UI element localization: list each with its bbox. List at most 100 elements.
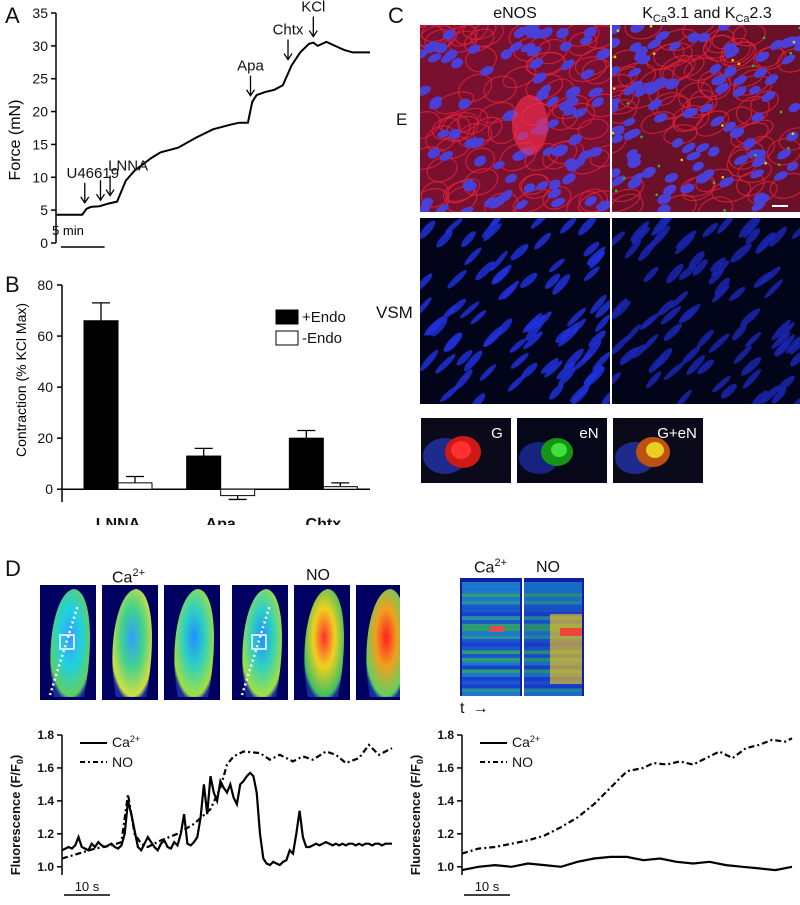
smooth-muscle-nucleus: [448, 298, 466, 315]
nucleus: [448, 128, 461, 140]
smooth-muscle-nucleus: [484, 331, 502, 347]
kymograph-ca-band: [462, 589, 520, 594]
panel-b-bar-chart: 0 20 40 60 80 LNNA Apa Chtx +Endo -Endo Contracti…: [13, 277, 370, 525]
smooth-muscle-nucleus: [688, 251, 705, 269]
smooth-muscle-nucleus: [523, 331, 543, 350]
panel-a-scalebar-label: 5 min: [52, 223, 84, 238]
inset-g-en-label: G+eN: [657, 425, 697, 442]
smooth-muscle-nucleus: [595, 314, 610, 332]
channel-puncta: [612, 87, 616, 90]
nucleus: [612, 66, 621, 76]
smooth-muscle-nucleus: [745, 228, 761, 245]
kymograph-no-band: [524, 692, 582, 696]
channel-puncta: [723, 209, 726, 212]
nucleus: [654, 113, 668, 123]
nucleus: [753, 192, 767, 204]
nucleus: [647, 38, 662, 50]
nucleus: [532, 72, 547, 84]
nucleus: [472, 137, 485, 148]
nucleus: [549, 179, 561, 190]
trace-ytick-label: 1.2: [437, 827, 454, 841]
nucleus: [515, 199, 528, 210]
cell-membrane: [479, 101, 515, 124]
panel-a-event-arrowhead: [105, 189, 115, 197]
cell-membrane: [462, 25, 497, 41]
channel-puncta: [721, 124, 724, 127]
smooth-muscle-nucleus: [510, 243, 529, 261]
smooth-muscle-nucleus: [447, 269, 467, 289]
scale-bar: [772, 205, 788, 207]
nucleus: [564, 158, 577, 169]
smooth-muscle-nucleus: [654, 225, 671, 241]
kymograph-ca-band: [462, 673, 520, 677]
line-scan: [48, 604, 80, 696]
smooth-muscle-nucleus: [510, 353, 529, 369]
kymograph-no-band: [524, 608, 582, 613]
nucleus: [464, 181, 477, 192]
nucleus: [551, 144, 566, 156]
panel-b-bar: [117, 482, 153, 490]
nucleus: [630, 172, 644, 183]
smooth-muscle-nucleus: [443, 332, 462, 352]
smooth-muscle-nucleus: [640, 312, 661, 330]
kymograph-ca-band: [462, 680, 520, 685]
smooth-muscle-nucleus: [771, 319, 791, 341]
nucleus: [429, 101, 442, 110]
nucleus: [434, 43, 448, 54]
enos-signal: [512, 95, 548, 155]
smooth-muscle-nucleus: [570, 382, 591, 403]
smooth-muscle-nucleus: [463, 350, 483, 372]
smooth-muscle-nucleus: [710, 257, 726, 272]
cell-membrane: [470, 25, 504, 47]
kymograph-no-signal: [550, 614, 582, 684]
cell-membrane: [472, 116, 503, 142]
micrograph-e-kca: [612, 25, 800, 212]
smooth-muscle-nucleus: [456, 350, 473, 366]
nucleus: [788, 103, 800, 113]
nucleus: [711, 75, 726, 86]
nucleus: [539, 84, 552, 95]
trace-no-line: [61, 743, 393, 860]
cell-membrane: [463, 28, 495, 53]
smooth-muscle-nucleus: [436, 230, 453, 248]
smooth-muscle-nucleus: [587, 250, 605, 266]
smooth-muscle-nucleus: [692, 258, 708, 276]
smooth-muscle-nucleus: [712, 375, 731, 393]
nucleus: [692, 161, 704, 172]
smooth-muscle-nucleus: [524, 319, 545, 341]
nucleus: [565, 87, 578, 99]
nucleus: [584, 195, 597, 207]
nucleus: [773, 170, 788, 181]
nucleus: [786, 131, 799, 142]
smooth-muscle-nucleus: [470, 310, 487, 325]
kymograph-ca-band: [462, 620, 520, 624]
panel-b-bar: [288, 437, 324, 490]
trace-ytick-label: 1.4: [37, 794, 54, 808]
panel-c-row-label-e: E: [396, 110, 408, 129]
trace-ytick-label: 1.2: [37, 827, 54, 841]
smooth-muscle-nucleus: [588, 330, 606, 348]
nucleus: [680, 183, 695, 194]
smooth-muscle-nucleus: [624, 239, 642, 259]
cell-membrane: [732, 25, 766, 47]
panel-a-ytick-label: 5: [40, 202, 48, 218]
smooth-muscle-nucleus: [420, 273, 433, 291]
cell-membrane: [421, 25, 456, 43]
cell-membrane: [574, 47, 610, 77]
nucleus: [743, 138, 756, 149]
cell-membrane: [465, 147, 496, 174]
nucleus: [458, 98, 471, 110]
smooth-muscle-nucleus: [720, 383, 737, 399]
panel-a-event-arrowhead: [283, 53, 293, 61]
cell-membrane: [728, 141, 765, 170]
cell-membrane: [659, 55, 696, 82]
smooth-muscle-nucleus: [646, 371, 662, 389]
cell-membrane: [502, 65, 537, 89]
nucleus: [551, 197, 566, 208]
trace-ca-line: [61, 771, 392, 867]
cell-membrane: [737, 159, 772, 184]
nucleus: [547, 188, 562, 199]
cell-membrane: [736, 171, 765, 197]
smooth-muscle-nucleus: [711, 260, 730, 277]
cell-membrane: [735, 95, 770, 125]
